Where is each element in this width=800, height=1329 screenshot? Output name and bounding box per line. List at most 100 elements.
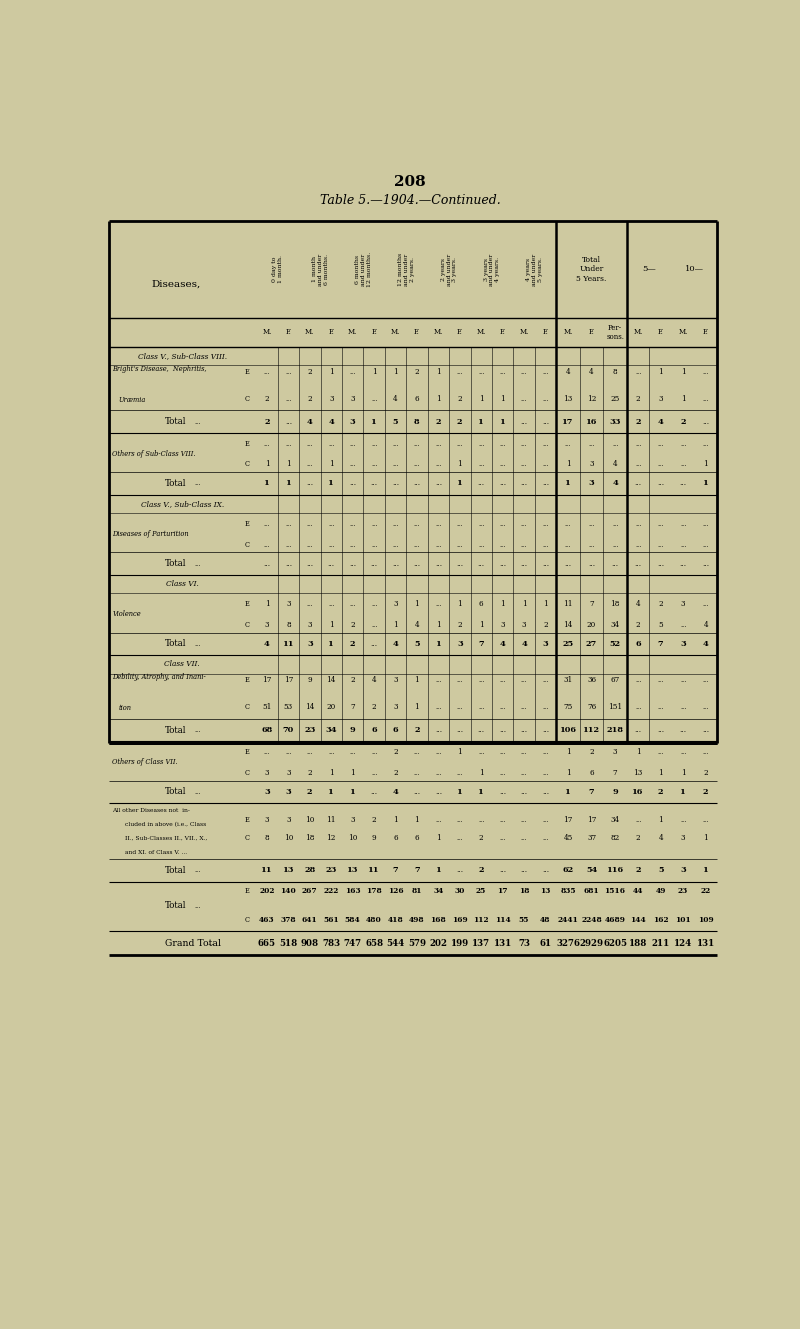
Text: ...: ... — [499, 768, 506, 776]
Text: ...: ... — [680, 460, 686, 468]
Text: ...: ... — [542, 560, 549, 567]
Text: 2: 2 — [435, 417, 441, 425]
Text: ...: ... — [658, 541, 664, 549]
Text: 126: 126 — [388, 888, 403, 896]
Text: 3: 3 — [522, 621, 526, 629]
Text: 3276: 3276 — [556, 938, 580, 948]
Text: 1: 1 — [328, 788, 334, 796]
Text: 835: 835 — [560, 888, 576, 896]
Text: 9: 9 — [612, 788, 618, 796]
Text: 1: 1 — [681, 768, 686, 776]
Text: ...: ... — [285, 541, 291, 549]
Text: 2: 2 — [307, 395, 312, 403]
Text: ...: ... — [657, 480, 664, 488]
Text: 14: 14 — [326, 676, 336, 684]
Text: 2: 2 — [658, 601, 663, 609]
Text: 7: 7 — [414, 867, 420, 874]
Text: Class V., Sub-Class IX.: Class V., Sub-Class IX. — [141, 500, 224, 508]
Text: ...: ... — [414, 541, 420, 549]
Text: 10—: 10— — [685, 266, 704, 274]
Text: and XI. of Class V. ...: and XI. of Class V. ... — [125, 849, 187, 855]
Text: ...: ... — [457, 833, 463, 841]
Text: 16: 16 — [633, 788, 644, 796]
Text: ...: ... — [208, 940, 214, 948]
Text: ...: ... — [435, 440, 442, 448]
Text: 6: 6 — [371, 726, 377, 734]
Text: 7: 7 — [589, 788, 594, 796]
Text: ...: ... — [349, 480, 356, 488]
Text: ...: ... — [478, 440, 485, 448]
Text: Others of Class VII.: Others of Class VII. — [112, 759, 178, 767]
Text: E: E — [245, 440, 250, 448]
Text: 11: 11 — [563, 601, 573, 609]
Text: F.: F. — [542, 328, 549, 336]
Text: Violence: Violence — [112, 610, 141, 618]
Text: 2: 2 — [393, 748, 398, 756]
Text: 4: 4 — [307, 417, 313, 425]
Text: M.: M. — [348, 328, 358, 336]
Text: 747: 747 — [343, 938, 362, 948]
Text: 0 day to
1 month.: 0 day to 1 month. — [272, 255, 283, 283]
Text: 178: 178 — [366, 888, 382, 896]
Text: 1: 1 — [703, 460, 708, 468]
Text: ...: ... — [542, 395, 549, 403]
Text: ...: ... — [264, 440, 270, 448]
Text: C: C — [245, 395, 250, 403]
Text: All other Diseases not  in-: All other Diseases not in- — [112, 808, 190, 812]
Text: ...: ... — [521, 833, 527, 841]
Text: ...: ... — [264, 368, 270, 376]
Text: ...: ... — [521, 520, 527, 528]
Text: 8: 8 — [414, 417, 420, 425]
Text: ...: ... — [542, 867, 549, 874]
Text: Class VI.: Class VI. — [166, 581, 198, 589]
Text: Total: Total — [165, 901, 186, 910]
Text: 8: 8 — [265, 833, 270, 841]
Text: ...: ... — [542, 816, 549, 824]
Text: ...: ... — [499, 748, 506, 756]
Text: 267: 267 — [302, 888, 318, 896]
Text: 211: 211 — [651, 938, 670, 948]
Text: ...: ... — [371, 520, 378, 528]
Text: ...: ... — [328, 440, 334, 448]
Text: ...: ... — [588, 440, 594, 448]
Text: 45: 45 — [563, 833, 573, 841]
Text: 14: 14 — [563, 621, 573, 629]
Text: ...: ... — [195, 788, 202, 796]
Text: ...: ... — [414, 560, 421, 567]
Text: ...: ... — [702, 703, 709, 711]
Text: 1: 1 — [414, 703, 419, 711]
Text: ...: ... — [328, 541, 334, 549]
Text: ...: ... — [195, 901, 202, 909]
Text: 1: 1 — [350, 768, 355, 776]
Text: 3: 3 — [307, 621, 312, 629]
Text: 1: 1 — [566, 748, 570, 756]
Text: 6: 6 — [414, 833, 419, 841]
Text: ...: ... — [499, 480, 506, 488]
Text: ...: ... — [328, 601, 334, 609]
Text: ...: ... — [499, 703, 506, 711]
Text: 1: 1 — [658, 768, 663, 776]
Text: 1: 1 — [286, 460, 290, 468]
Text: Total: Total — [165, 639, 186, 649]
Text: ...: ... — [285, 748, 291, 756]
Text: 12 months
and under
2 years.: 12 months and under 2 years. — [398, 253, 414, 286]
Text: ...: ... — [499, 368, 506, 376]
Text: 11: 11 — [262, 867, 273, 874]
Text: ...: ... — [542, 748, 549, 756]
Text: Total: Total — [165, 787, 186, 796]
Text: 2929: 2929 — [579, 938, 603, 948]
Text: ...: ... — [702, 417, 710, 425]
Text: 17: 17 — [262, 676, 272, 684]
Text: ...: ... — [702, 748, 709, 756]
Text: 1: 1 — [393, 816, 398, 824]
Text: 584: 584 — [345, 916, 361, 924]
Text: 6: 6 — [590, 768, 594, 776]
Text: ...: ... — [658, 703, 664, 711]
Text: 2: 2 — [307, 368, 312, 376]
Text: ...: ... — [414, 520, 420, 528]
Text: 163: 163 — [345, 888, 361, 896]
Text: 1: 1 — [457, 788, 462, 796]
Text: ...: ... — [370, 788, 378, 796]
Text: 4: 4 — [590, 368, 594, 376]
Text: ...: ... — [702, 520, 709, 528]
